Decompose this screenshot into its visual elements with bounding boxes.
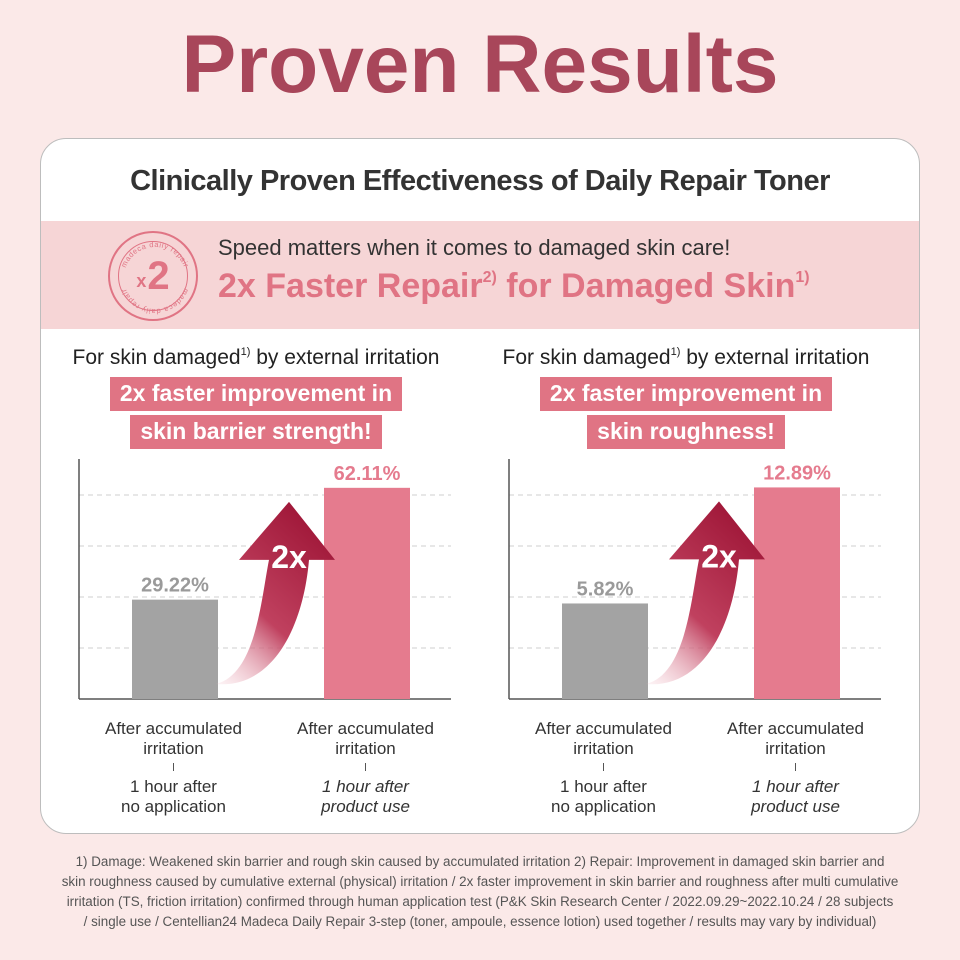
x-label-line4: no application (121, 797, 226, 816)
bar-no-application (132, 599, 218, 699)
x-label-line3: 1 hour after (560, 777, 647, 796)
band-claim-part-b: for Damaged Skin (496, 267, 796, 305)
x-label-product-use: After accumulated irritation 1 hour afte… (713, 719, 878, 817)
x-label-line2: irritation (335, 739, 396, 758)
highlight-line-1: 2x faster improvement in (471, 377, 901, 411)
panel-subtitle-sup: 1) (670, 346, 681, 358)
x-label-tick (172, 763, 175, 771)
x2-badge-icon: madeca daily repair madeca daily repair … (108, 231, 198, 321)
footnote-line2: skin roughness caused by cumulative exte… (61, 874, 899, 889)
bar-product-use (324, 487, 410, 699)
bar-no-application (562, 603, 648, 699)
band-tagline: Speed matters when it comes to damaged s… (218, 235, 731, 260)
bar-product-use (754, 487, 840, 699)
badge-multiplier-value: 2 (147, 253, 170, 298)
growth-arrow-icon (216, 501, 335, 685)
highlight-text-2: skin roughness! (587, 415, 785, 449)
x-label-line1: After accumulated (534, 719, 672, 738)
page-headline: Proven Results (181, 19, 779, 110)
results-card: Clinically Proven Effectiveness of Daily… (40, 138, 920, 834)
highlight-line-1: 2x faster improvement in (41, 377, 471, 411)
band-claim-sup-b: 1) (795, 269, 810, 286)
x-label-line1: After accumulated (296, 719, 434, 738)
x-label-line2: irritation (573, 739, 634, 758)
x-label-tick (364, 763, 367, 771)
x-label-line4: no application (551, 797, 656, 816)
footnote: 1) Damage: Weakened skin barrier and rou… (40, 852, 920, 932)
x-label-product-use: After accumulated irritation 1 hour afte… (283, 719, 448, 817)
x-label-line4: product use (751, 797, 840, 816)
value-label: 5.82% (577, 578, 634, 600)
bar-chart-barrier: 2x 29.22% 62.11% (78, 459, 451, 700)
highlight-text-1: 2x faster improvement in (109, 377, 403, 411)
highlight-text-1: 2x faster improvement in (539, 377, 833, 411)
x-label-line1: After accumulated (726, 719, 864, 738)
highlight-line-2: skin roughness! (471, 415, 901, 449)
value-label: 62.11% (334, 463, 401, 485)
panel-subtitle-a: For skin damaged (502, 346, 671, 369)
panel-subtitle-b: by external irritation (680, 346, 870, 369)
x-label-line4: product use (321, 797, 410, 816)
claim-band: madeca daily repair madeca daily repair … (41, 221, 919, 329)
x-label-tick (794, 763, 797, 771)
panel-barrier: For skin damaged1) by external irritatio… (41, 344, 471, 824)
highlight-line-2: skin barrier strength! (41, 415, 471, 449)
x-label-no-application: After accumulated irritation 1 hour afte… (91, 719, 256, 817)
footnote-line1: 1) Damage: Weakened skin barrier and rou… (75, 854, 885, 869)
footnote-line3: irritation (TS, friction irritation) con… (66, 894, 894, 909)
panel-subtitle-b: by external irritation (250, 346, 440, 369)
badge-center: x 2 (118, 241, 188, 311)
x-label-line3: 1 hour after (130, 777, 217, 796)
band-claim-sup-a: 2) (482, 269, 497, 286)
x-label-line2: irritation (143, 739, 204, 758)
arrow-multiplier-label: 2x (271, 539, 307, 575)
growth-arrow-icon (646, 501, 765, 685)
value-label: 12.89% (763, 462, 831, 484)
x-label-line3: 1 hour after (322, 777, 409, 796)
panel-subtitle: For skin damaged1) by external irritatio… (471, 346, 901, 370)
card-title: Clinically Proven Effectiveness of Daily… (130, 165, 830, 197)
panel-subtitle-sup: 1) (240, 346, 251, 358)
arrow-multiplier-label: 2x (701, 538, 737, 574)
footnote-line4: / single use / Centellian24 Madeca Daily… (83, 914, 877, 929)
panel-subtitle: For skin damaged1) by external irritatio… (41, 346, 471, 370)
band-claim: 2x Faster Repair2) for Damaged Skin1) (218, 267, 810, 306)
x-label-no-application: After accumulated irritation 1 hour afte… (521, 719, 686, 817)
x-label-tick (602, 763, 605, 771)
x-label-line2: irritation (765, 739, 826, 758)
highlight-text-2: skin barrier strength! (130, 415, 382, 449)
bar-chart-roughness: 2x 5.82% 12.89% (508, 459, 881, 700)
panel-roughness: For skin damaged1) by external irritatio… (471, 344, 901, 824)
value-label: 29.22% (141, 575, 209, 597)
x-label-line1: After accumulated (104, 719, 242, 738)
panel-subtitle-a: For skin damaged (72, 346, 241, 369)
band-claim-part-a: 2x Faster Repair (218, 267, 483, 305)
x-label-line3: 1 hour after (752, 777, 839, 796)
badge-multiplier-prefix: x (136, 270, 147, 291)
